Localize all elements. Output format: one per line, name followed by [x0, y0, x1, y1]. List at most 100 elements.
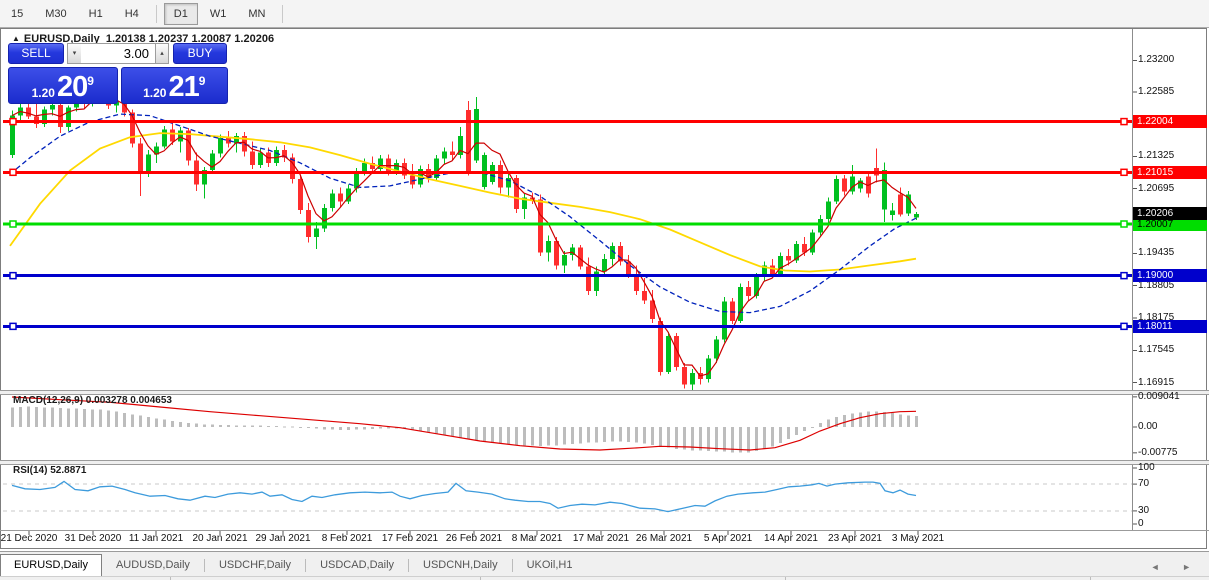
line-anchor-handle[interactable]: [9, 271, 17, 280]
time-axis-label: 26 Feb 2021: [445, 533, 503, 544]
rsi-axis-label: 0: [1138, 518, 1144, 529]
macd-histogram-bar: [843, 415, 846, 427]
timeframe-button-15[interactable]: 15: [11, 7, 24, 20]
buy-price-big: 21: [168, 71, 199, 103]
volume-input[interactable]: [81, 43, 155, 64]
line-anchor-handle[interactable]: [1120, 220, 1128, 228]
candle-body: [186, 130, 191, 161]
rsi-axis-label: 100: [1138, 462, 1155, 473]
macd-histogram-bar: [43, 407, 46, 427]
line-anchor-handle[interactable]: [9, 117, 17, 126]
candle-body: [130, 112, 135, 144]
timeframe-button-m30[interactable]: M30: [45, 7, 67, 20]
candle-body: [690, 373, 695, 385]
line-anchor-handle[interactable]: [9, 168, 17, 177]
timeframe-button-w1[interactable]: W1: [209, 7, 227, 20]
tab-separator: [408, 559, 410, 572]
timeframe-toolbar: 15 M30 H1 H4 D1 W1 MN: [0, 0, 1209, 28]
buy-quote-panel[interactable]: 1.20 21 9: [120, 67, 228, 104]
level-price-label: 1.18011: [1133, 319, 1207, 333]
collapse-triangle-icon[interactable]: ▲: [12, 34, 20, 43]
line-anchor-handle[interactable]: [1120, 271, 1128, 280]
macd-histogram-bar: [475, 427, 478, 441]
candle-body: [514, 178, 519, 209]
macd-histogram-bar: [547, 427, 550, 446]
time-axis-label: 8 Mar 2021: [511, 533, 563, 544]
line-anchor-handle[interactable]: [9, 220, 17, 228]
macd-histogram-bar: [731, 427, 734, 453]
candle-body: [674, 336, 679, 367]
macd-histogram-bar: [499, 427, 502, 444]
macd-histogram-bar: [131, 414, 134, 427]
timeframe-button-h4[interactable]: H4: [124, 7, 139, 20]
macd-histogram-bar: [163, 419, 166, 427]
chart-tab-eurusd[interactable]: EURUSD,Daily: [0, 554, 102, 577]
tab-scroll-arrows[interactable]: ◄ ►: [1150, 562, 1201, 572]
macd-histogram-bar: [211, 424, 214, 427]
sell-button[interactable]: SELL: [8, 43, 64, 64]
rsi-pane-splitter[interactable]: [0, 460, 1209, 465]
candle-body: [882, 170, 887, 210]
candle-body: [138, 143, 143, 174]
rsi-axis-label: 30: [1138, 504, 1150, 516]
macd-histogram-bar: [699, 427, 702, 451]
macd-histogram-bar: [427, 427, 430, 433]
macd-histogram-bar: [267, 426, 270, 427]
line-anchor-handle[interactable]: [1120, 168, 1128, 177]
macd-histogram-bar: [411, 427, 414, 430]
chart-tab-usdchf[interactable]: USDCHF,Daily: [218, 559, 292, 571]
candle-body: [658, 320, 663, 373]
sell-price-big: 20: [56, 71, 88, 103]
time-axis-label: 5 Apr 2021: [703, 533, 753, 544]
chart-tab-usdcnh[interactable]: USDCNH,Daily: [423, 559, 498, 571]
chart-ohlc: 1.20138 1.20237 1.20087 1.20206: [105, 33, 275, 45]
macd-axis-label: 0.009041: [1138, 390, 1180, 402]
macd-histogram-bar: [907, 415, 910, 427]
candle-body: [242, 136, 247, 152]
sell-quote-panel[interactable]: 1.20 20 9: [8, 67, 118, 104]
candle-body: [554, 240, 559, 266]
time-axis-label: 26 Mar 2021: [635, 533, 693, 544]
candle-body: [258, 152, 263, 165]
candle-body: [906, 194, 911, 214]
volume-decrease-button[interactable]: ▾: [67, 43, 81, 64]
macd-histogram-bar: [19, 407, 22, 427]
candle-body: [354, 172, 359, 189]
timeframe-button-d1[interactable]: D1: [163, 2, 198, 25]
line-anchor-handle[interactable]: [9, 322, 17, 331]
macd-histogram-bar: [179, 422, 182, 427]
macd-histogram-bar: [283, 426, 286, 428]
chart-title: ▲ EURUSD,Daily 1.20138 1.20237 1.20087 1.…: [12, 33, 274, 45]
timeframe-button-mn[interactable]: MN: [248, 7, 266, 20]
line-anchor-handle[interactable]: [1120, 117, 1128, 126]
macd-histogram-bar: [667, 427, 670, 448]
macd-histogram-bar: [611, 427, 614, 442]
candle-body: [738, 286, 743, 321]
chart-tab-ukoil[interactable]: UKOil,H1: [526, 559, 573, 571]
macd-histogram-bar: [859, 412, 862, 427]
macd-histogram-bar: [723, 427, 726, 452]
timeframe-button-h1[interactable]: H1: [88, 7, 103, 20]
candle-body: [722, 301, 727, 340]
rsi-line: [11, 480, 917, 513]
macd-pane-splitter[interactable]: [0, 390, 1209, 395]
macd-histogram-bar: [291, 426, 294, 428]
tab-separator: [305, 559, 307, 572]
statusbar-separator: [785, 577, 786, 580]
buy-button[interactable]: BUY: [173, 43, 227, 64]
volume-increase-button[interactable]: ▴: [155, 43, 169, 64]
candle-body: [394, 162, 399, 173]
macd-histogram-bar: [435, 427, 438, 434]
price-axis-label: 1.18175: [1138, 311, 1175, 323]
time-axis-label: 17 Feb 2021: [381, 533, 439, 544]
chart-symbol: EURUSD,Daily: [23, 33, 100, 45]
price-axis-label: 1.23200: [1138, 54, 1175, 66]
macd-histogram-bar: [787, 427, 790, 439]
chart-tab-usdcad[interactable]: USDCAD,Daily: [320, 559, 395, 571]
price-axis-border: [1132, 29, 1133, 530]
line-anchor-handle[interactable]: [1120, 322, 1128, 331]
chart-tab-audusd[interactable]: AUDUSD,Daily: [115, 559, 190, 571]
level-price-label: 1.20007: [1133, 217, 1207, 231]
macd-histogram-bar: [323, 427, 326, 430]
ma-slow-yellow: [9, 132, 917, 273]
